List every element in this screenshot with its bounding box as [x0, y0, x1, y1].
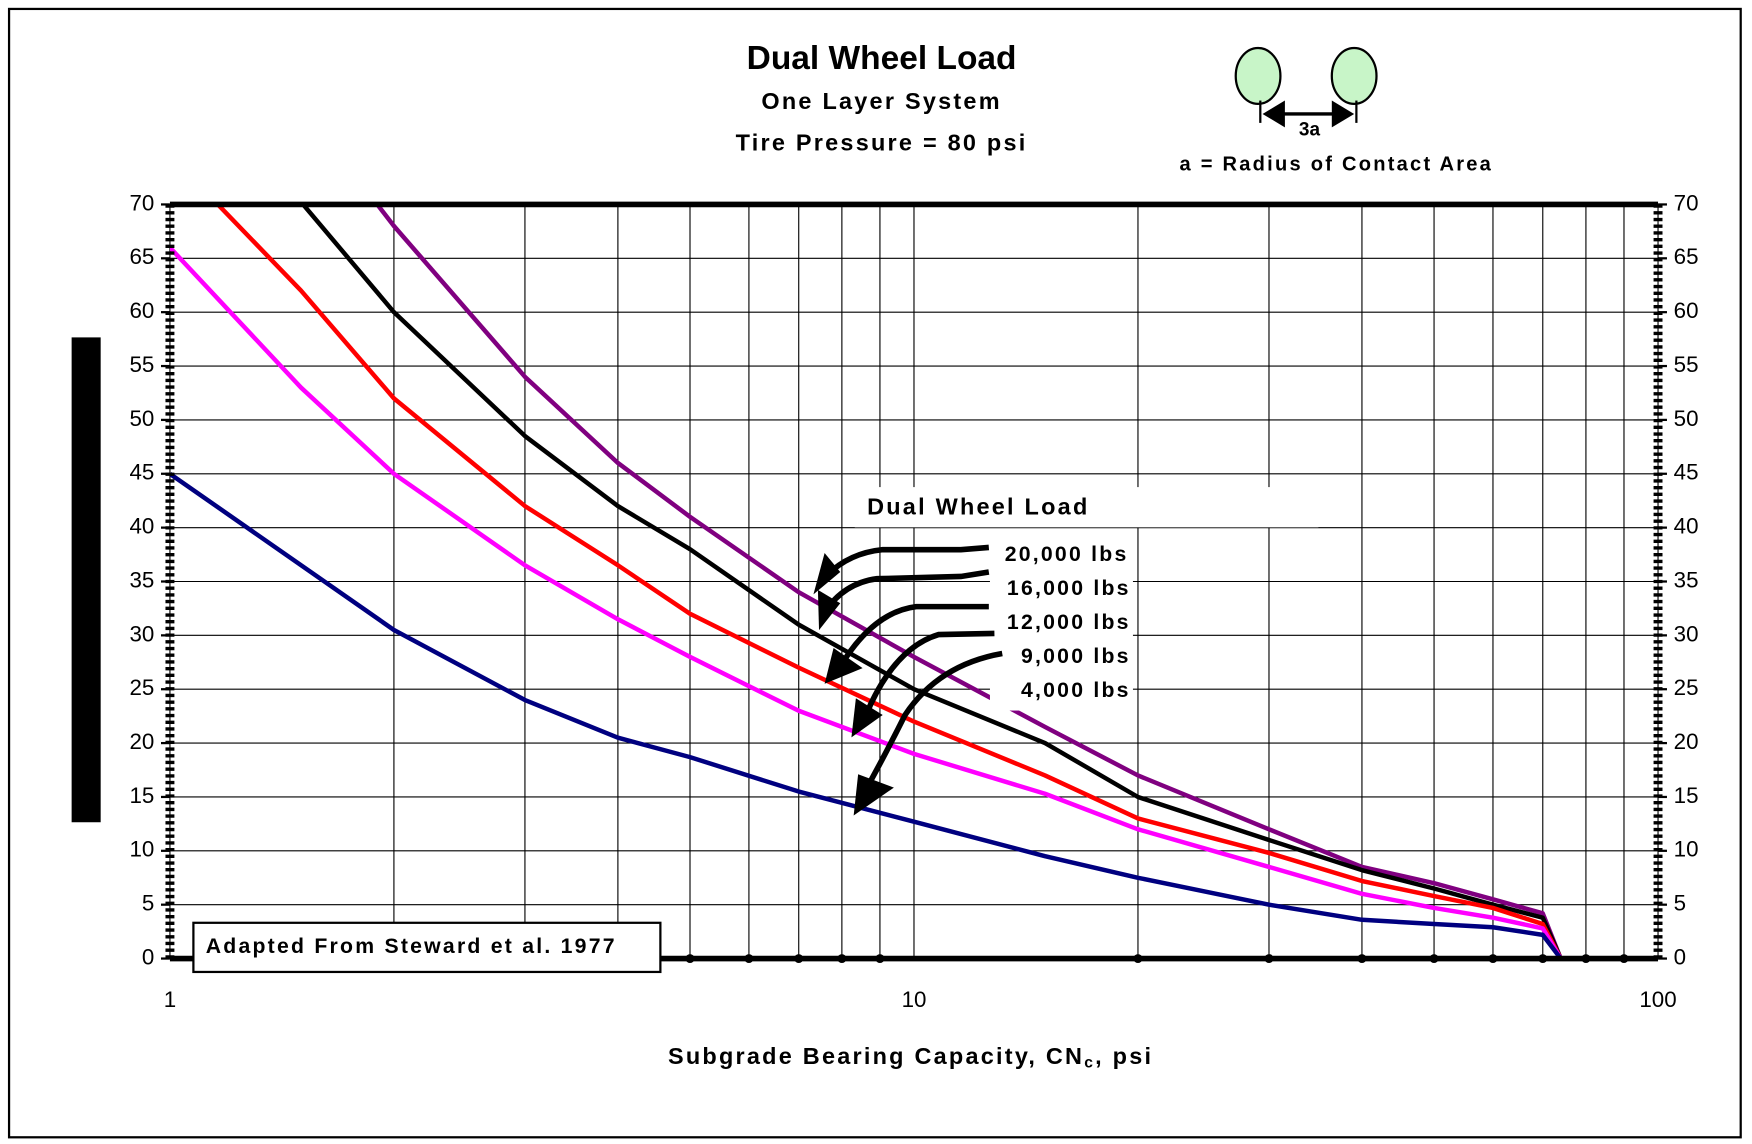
- y-tick-label: 70: [129, 190, 154, 215]
- annotation-box: Adapted From Steward et al. 1977: [192, 921, 662, 974]
- wheel: [1234, 46, 1282, 106]
- x-axis-label: Subgrade Bearing Capacity, CNc, psi: [668, 1043, 1153, 1072]
- y2-tick-label: 55: [1674, 352, 1699, 377]
- y2-tick-label: 30: [1674, 621, 1699, 646]
- annotation: Adapted From Steward et al. 1977: [206, 935, 617, 958]
- y2-tick-label: 60: [1674, 298, 1699, 323]
- y-tick-label: 35: [129, 567, 154, 592]
- y2-tick-label: 35: [1674, 567, 1699, 592]
- legend-label: 12,000 lbs: [1007, 611, 1131, 634]
- wheel-diagram: 3a a = Radius of Contact Area: [1179, 46, 1493, 176]
- arrowhead: [1262, 100, 1285, 128]
- legend-bg: [854, 487, 1319, 528]
- legend-label: 20,000 lbs: [1005, 543, 1129, 566]
- y-tick-label: 60: [129, 298, 154, 323]
- series-line: [216, 204, 1563, 959]
- legend-label: 9,000 lbs: [1021, 645, 1131, 668]
- y-tick-label: 5: [142, 891, 154, 916]
- y-tick-label: 65: [129, 244, 154, 269]
- y2-tick-label: 65: [1674, 244, 1699, 269]
- y2-tick-label: 40: [1674, 514, 1699, 539]
- y2-tick-label: 10: [1674, 837, 1699, 862]
- y-tick-label: 55: [129, 352, 154, 377]
- legend-bg: [989, 540, 1133, 711]
- arrowheads: [813, 553, 894, 816]
- y-tick-label: 45: [129, 460, 154, 485]
- y-tick-label: 0: [142, 944, 154, 969]
- subtitle: Tire Pressure = 80 psi: [736, 129, 1028, 155]
- y2-tick-label: 25: [1674, 675, 1699, 700]
- legend-items: 20,000 lbs 16,000 lbs 12,000 lbs 9,000 lbs 4…: [1005, 543, 1131, 702]
- legend-label: 4,000 lbs: [1021, 679, 1131, 702]
- y2-tick-label: 15: [1674, 783, 1699, 808]
- subtitle: One Layer System: [761, 88, 1001, 114]
- y2-tick-label: 5: [1674, 891, 1686, 916]
- legend-label: 16,000 lbs: [1007, 577, 1131, 600]
- x-axis-label-text: Subgrade Bearing Capacity, CN: [668, 1043, 1084, 1069]
- y-tick-label: 40: [129, 514, 154, 539]
- legend-title: Dual Wheel Load: [867, 494, 1089, 520]
- y2-tick-label: 45: [1674, 460, 1699, 485]
- x-axis-label-subscript: c: [1084, 1055, 1095, 1072]
- y-tick-label: 30: [129, 621, 154, 646]
- y2-tick-label: 20: [1674, 729, 1699, 754]
- series-line: [169, 471, 1563, 959]
- chart-title: Dual Wheel Load: [747, 40, 1017, 77]
- redacted-y-label: [71, 337, 101, 823]
- y-tick-label: 10: [129, 837, 154, 862]
- y-tick-label: 50: [129, 406, 154, 431]
- x-tick-label: 1: [164, 987, 176, 1012]
- x-tick-label: 100: [1639, 987, 1676, 1012]
- arrowhead: [1331, 100, 1355, 128]
- dimension-label: 3a: [1299, 120, 1321, 141]
- x-axis-label-suffix: , psi: [1095, 1043, 1153, 1069]
- lines: [169, 204, 1563, 959]
- series-line: [169, 246, 1563, 959]
- annotation-border: [192, 921, 662, 974]
- y2-tick-label: 70: [1674, 190, 1699, 215]
- y2-tick-label: 50: [1674, 406, 1699, 431]
- y-tick-label: 15: [129, 783, 154, 808]
- y2-tick-label: 0: [1674, 944, 1686, 969]
- legend: Dual Wheel Load 20,000 lbs 16,000 lbs 12,0…: [813, 487, 1319, 816]
- diagram-caption: a = Radius of Contact Area: [1179, 154, 1493, 176]
- wheel: [1330, 46, 1378, 106]
- x-tick-label: 10: [902, 987, 927, 1012]
- y-tick-label: 20: [129, 729, 154, 754]
- y-tick-label: 25: [129, 675, 154, 700]
- series-line: [375, 204, 1563, 959]
- series-line: [301, 204, 1563, 959]
